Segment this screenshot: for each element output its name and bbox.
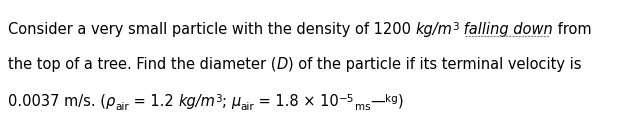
Text: = 1.2: = 1.2 [129,94,178,109]
Text: = 1.8 × 10: = 1.8 × 10 [255,94,339,109]
Text: from: from [553,22,592,37]
Text: 3: 3 [453,22,459,32]
Text: μ: μ [232,94,241,109]
Text: ): ) [398,94,403,109]
Text: ) of the particle if its terminal velocity is: ) of the particle if its terminal veloci… [288,57,582,72]
Text: air: air [115,101,129,111]
Text: kg: kg [385,94,398,104]
Text: Consider a very small particle with the density of 1200: Consider a very small particle with the … [8,22,416,37]
Text: 0.0037 m/s. (: 0.0037 m/s. ( [8,94,106,109]
Text: kg/m: kg/m [416,22,453,37]
Text: ms: ms [354,101,370,111]
Text: kg/m: kg/m [178,94,215,109]
Text: falling down: falling down [459,22,553,37]
Text: the top of a tree. Find the diameter (: the top of a tree. Find the diameter ( [8,57,277,72]
Text: D: D [277,57,288,72]
Text: 3: 3 [215,94,222,104]
Text: −5: −5 [339,94,354,104]
Text: —: — [370,94,385,109]
Text: air: air [241,101,255,111]
Text: ρ: ρ [106,94,115,109]
Text: ;: ; [222,94,232,109]
